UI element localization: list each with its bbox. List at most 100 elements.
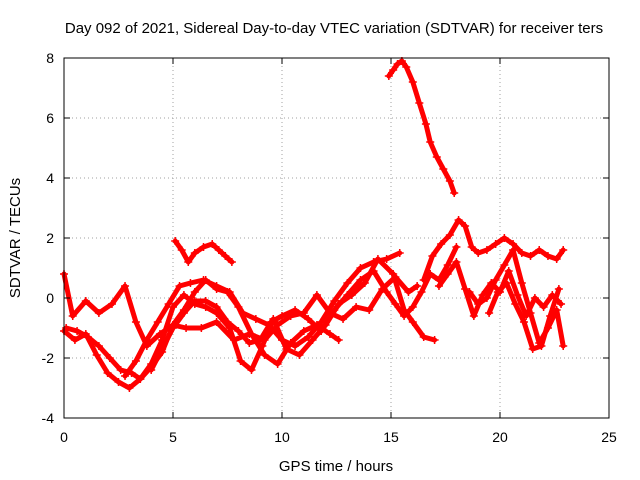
data-point-marker	[452, 258, 461, 266]
data-point-marker	[114, 378, 123, 386]
data-point-marker	[94, 309, 103, 317]
data-point-marker	[413, 282, 422, 290]
data-point-marker	[312, 291, 321, 299]
data-point-marker	[92, 351, 101, 359]
data-point-marker	[304, 315, 313, 323]
data-point-marker	[384, 72, 393, 80]
data-point-marker	[334, 336, 343, 344]
data-point-marker	[408, 78, 417, 86]
data-point-marker	[258, 342, 267, 350]
data-point-marker	[158, 345, 167, 353]
y-tick-label: 2	[46, 230, 54, 246]
data-point-marker	[454, 216, 463, 224]
data-point-marker	[485, 309, 494, 317]
data-point-marker	[559, 246, 568, 254]
data-point-marker	[369, 267, 378, 275]
data-point-marker	[278, 312, 286, 320]
data-point-marker	[179, 309, 188, 317]
data-point-marker	[559, 342, 568, 350]
data-point-marker	[443, 270, 452, 278]
data-point-marker	[393, 60, 402, 68]
data-point-marker	[474, 249, 483, 257]
data-point-marker	[295, 351, 304, 359]
data-point-marker	[182, 324, 191, 332]
data-point-marker	[482, 246, 491, 254]
data-point-marker	[539, 303, 548, 311]
data-point-marker	[419, 333, 428, 341]
grid-lines	[64, 58, 609, 418]
data-point-marker	[408, 303, 417, 311]
data-point-marker	[389, 270, 398, 278]
data-point-marker	[212, 282, 221, 290]
data-point-marker	[445, 231, 454, 239]
data-point-marker	[260, 351, 269, 359]
data-point-marker	[245, 339, 254, 347]
data-point-marker	[482, 294, 491, 302]
data-point-marker	[227, 258, 236, 266]
data-point-marker	[184, 258, 193, 266]
data-point-marker	[415, 99, 424, 107]
data-point-marker	[221, 252, 230, 260]
data-point-marker	[121, 372, 130, 380]
data-point-marker	[500, 234, 509, 242]
y-tick-label: 0	[46, 290, 54, 306]
data-point-marker	[251, 315, 260, 323]
data-point-marker	[491, 240, 500, 248]
data-point-marker	[400, 312, 409, 320]
data-point-marker	[107, 300, 116, 308]
data-point-marker	[530, 294, 539, 302]
data-point-marker	[131, 357, 140, 365]
y-axis-label: SDTVAR / TECUs	[7, 178, 24, 298]
series-track-2	[61, 277, 342, 391]
data-point-marker	[343, 279, 352, 287]
data-point-marker	[330, 306, 339, 314]
data-point-marker	[190, 249, 199, 257]
data-point-marker	[432, 153, 441, 161]
data-point-marker	[247, 366, 256, 374]
data-point-marker	[304, 333, 313, 341]
data-point-marker	[382, 288, 391, 296]
data-point-marker	[426, 138, 435, 146]
data-point-marker	[68, 312, 77, 320]
data-point-marker	[509, 246, 518, 254]
data-point-marker	[169, 324, 177, 332]
data-point-marker	[469, 312, 478, 320]
data-point-marker	[511, 300, 520, 308]
data-point-marker	[317, 327, 326, 335]
data-point-marker	[94, 342, 103, 350]
data-point-marker	[177, 246, 186, 254]
data-point-marker	[391, 300, 400, 308]
data-point-marker	[408, 318, 417, 326]
data-point-marker	[356, 276, 365, 284]
data-point-marker	[504, 267, 513, 275]
data-point-marker	[199, 276, 208, 284]
data-point-marker	[389, 66, 398, 74]
data-point-marker	[445, 177, 454, 185]
y-tick-label: 4	[46, 170, 54, 186]
data-point-marker	[478, 291, 487, 299]
data-point-marker	[430, 336, 439, 344]
data-point-marker	[105, 354, 114, 362]
x-tick-label: 25	[601, 429, 617, 445]
data-point-marker	[256, 336, 265, 344]
data-point-marker	[428, 252, 437, 260]
x-axis-label: GPS time / hours	[279, 458, 393, 475]
data-point-marker	[291, 342, 300, 350]
y-tick-label: -4	[42, 410, 55, 426]
data-point-marker	[212, 303, 221, 311]
data-point-marker	[299, 327, 308, 335]
axis-ticks: 0 5 10 15 20 25 -4 -2 0 2 4 6 8	[42, 50, 617, 445]
x-tick-label: 20	[492, 429, 508, 445]
data-point-marker	[365, 306, 374, 314]
data-point-marker	[439, 165, 448, 173]
data-point-marker	[526, 309, 535, 317]
series-track-8	[421, 217, 566, 283]
data-point-marker	[395, 249, 404, 257]
data-point-marker	[175, 282, 184, 290]
data-point-marker	[461, 285, 470, 293]
data-point-marker	[214, 246, 223, 254]
x-tick-label: 10	[274, 429, 290, 445]
data-point-marker	[330, 297, 339, 305]
data-point-marker	[142, 336, 151, 344]
data-point-marker	[554, 285, 563, 293]
